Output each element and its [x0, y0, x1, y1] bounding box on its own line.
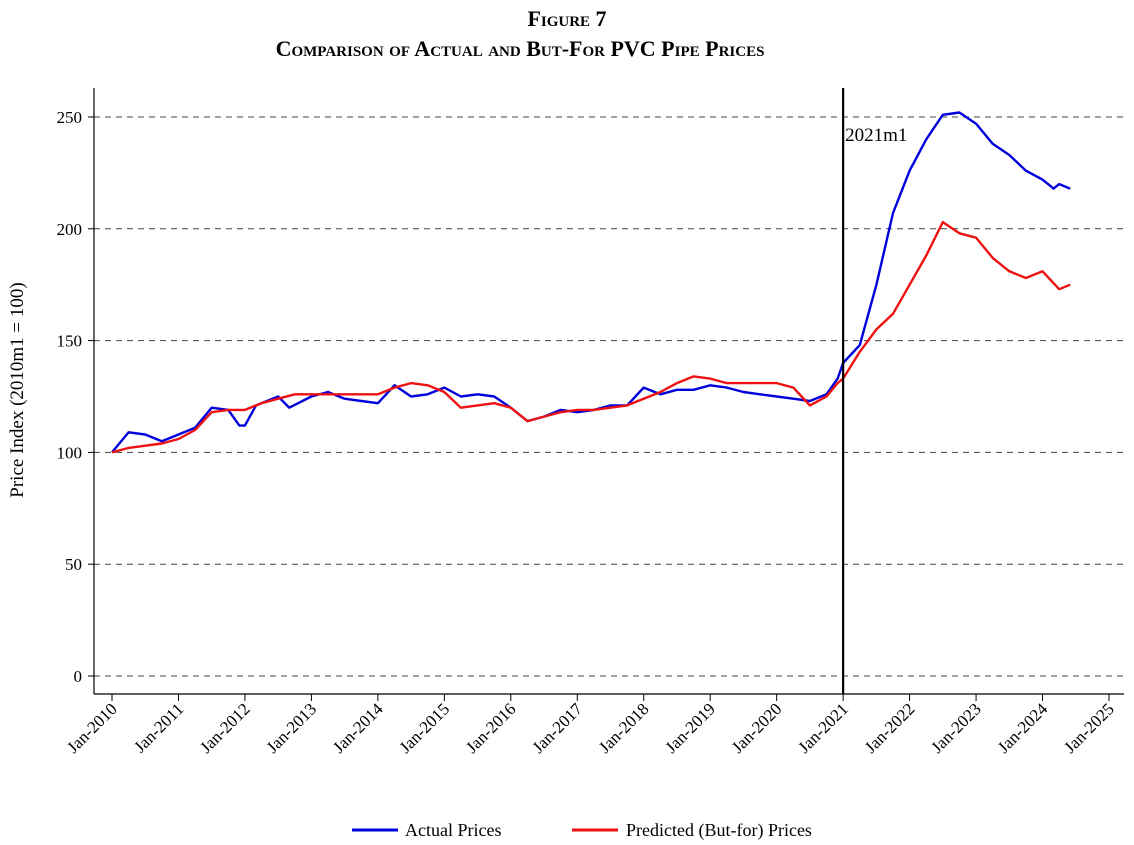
gridlines: [94, 116, 1124, 677]
annotation-label: 2021m1: [845, 125, 907, 146]
chart-title: Figure 7: [527, 6, 606, 31]
x-tick-label: Jan-2020: [728, 699, 786, 757]
x-tick-label: Jan-2021: [794, 699, 852, 757]
y-axis-label: Price Index (2010m1 = 100): [7, 282, 28, 497]
x-tick-label: Jan-2014: [329, 699, 387, 757]
axes: [88, 88, 1124, 701]
y-tick-label: 150: [57, 332, 83, 351]
y-tick-label: 0: [74, 667, 83, 686]
legend: Actual Prices Predicted (But-for) Prices: [352, 820, 812, 841]
x-tick-label: Jan-2015: [396, 699, 454, 757]
legend-label-predicted: Predicted (But-for) Prices: [626, 820, 812, 841]
series-lines: [111, 111, 1071, 454]
x-tick-label: Jan-2018: [595, 699, 653, 757]
x-tick-label: Jan-2022: [861, 699, 919, 757]
legend-label-actual: Actual Prices: [405, 820, 501, 840]
x-tick-label: Jan-2017: [529, 699, 587, 757]
x-tick-label: Jan-2016: [462, 699, 520, 757]
y-tick-label: 100: [57, 443, 83, 462]
x-tick-label: Jan-2012: [196, 699, 254, 757]
x-tick-labels: Jan-2010 Jan-2011 Jan-2012 Jan-2013 Jan-2014…: [63, 699, 1118, 757]
x-tick-label: Jan-2024: [994, 699, 1052, 757]
y-tick-labels: 0 50 100 150 200 250: [57, 108, 83, 686]
annotation: 2021m1: [842, 88, 907, 694]
y-tick-label: 200: [57, 220, 83, 239]
x-tick-label: Jan-2019: [662, 699, 720, 757]
x-tick-label: Jan-2013: [263, 699, 321, 757]
series-line-predicted: [111, 220, 1071, 454]
y-tick-label: 250: [57, 108, 83, 127]
y-tick-label: 50: [65, 555, 82, 574]
x-tick-label: Jan-2010: [63, 699, 121, 757]
x-tick-label: Jan-2025: [1060, 699, 1118, 757]
series-line-actual: [111, 111, 1071, 454]
chart-subtitle: Comparison of Actual and But-For PVC Pip…: [276, 36, 765, 61]
x-tick-label: Jan-2011: [130, 699, 187, 756]
x-tick-label: Jan-2023: [927, 699, 985, 757]
